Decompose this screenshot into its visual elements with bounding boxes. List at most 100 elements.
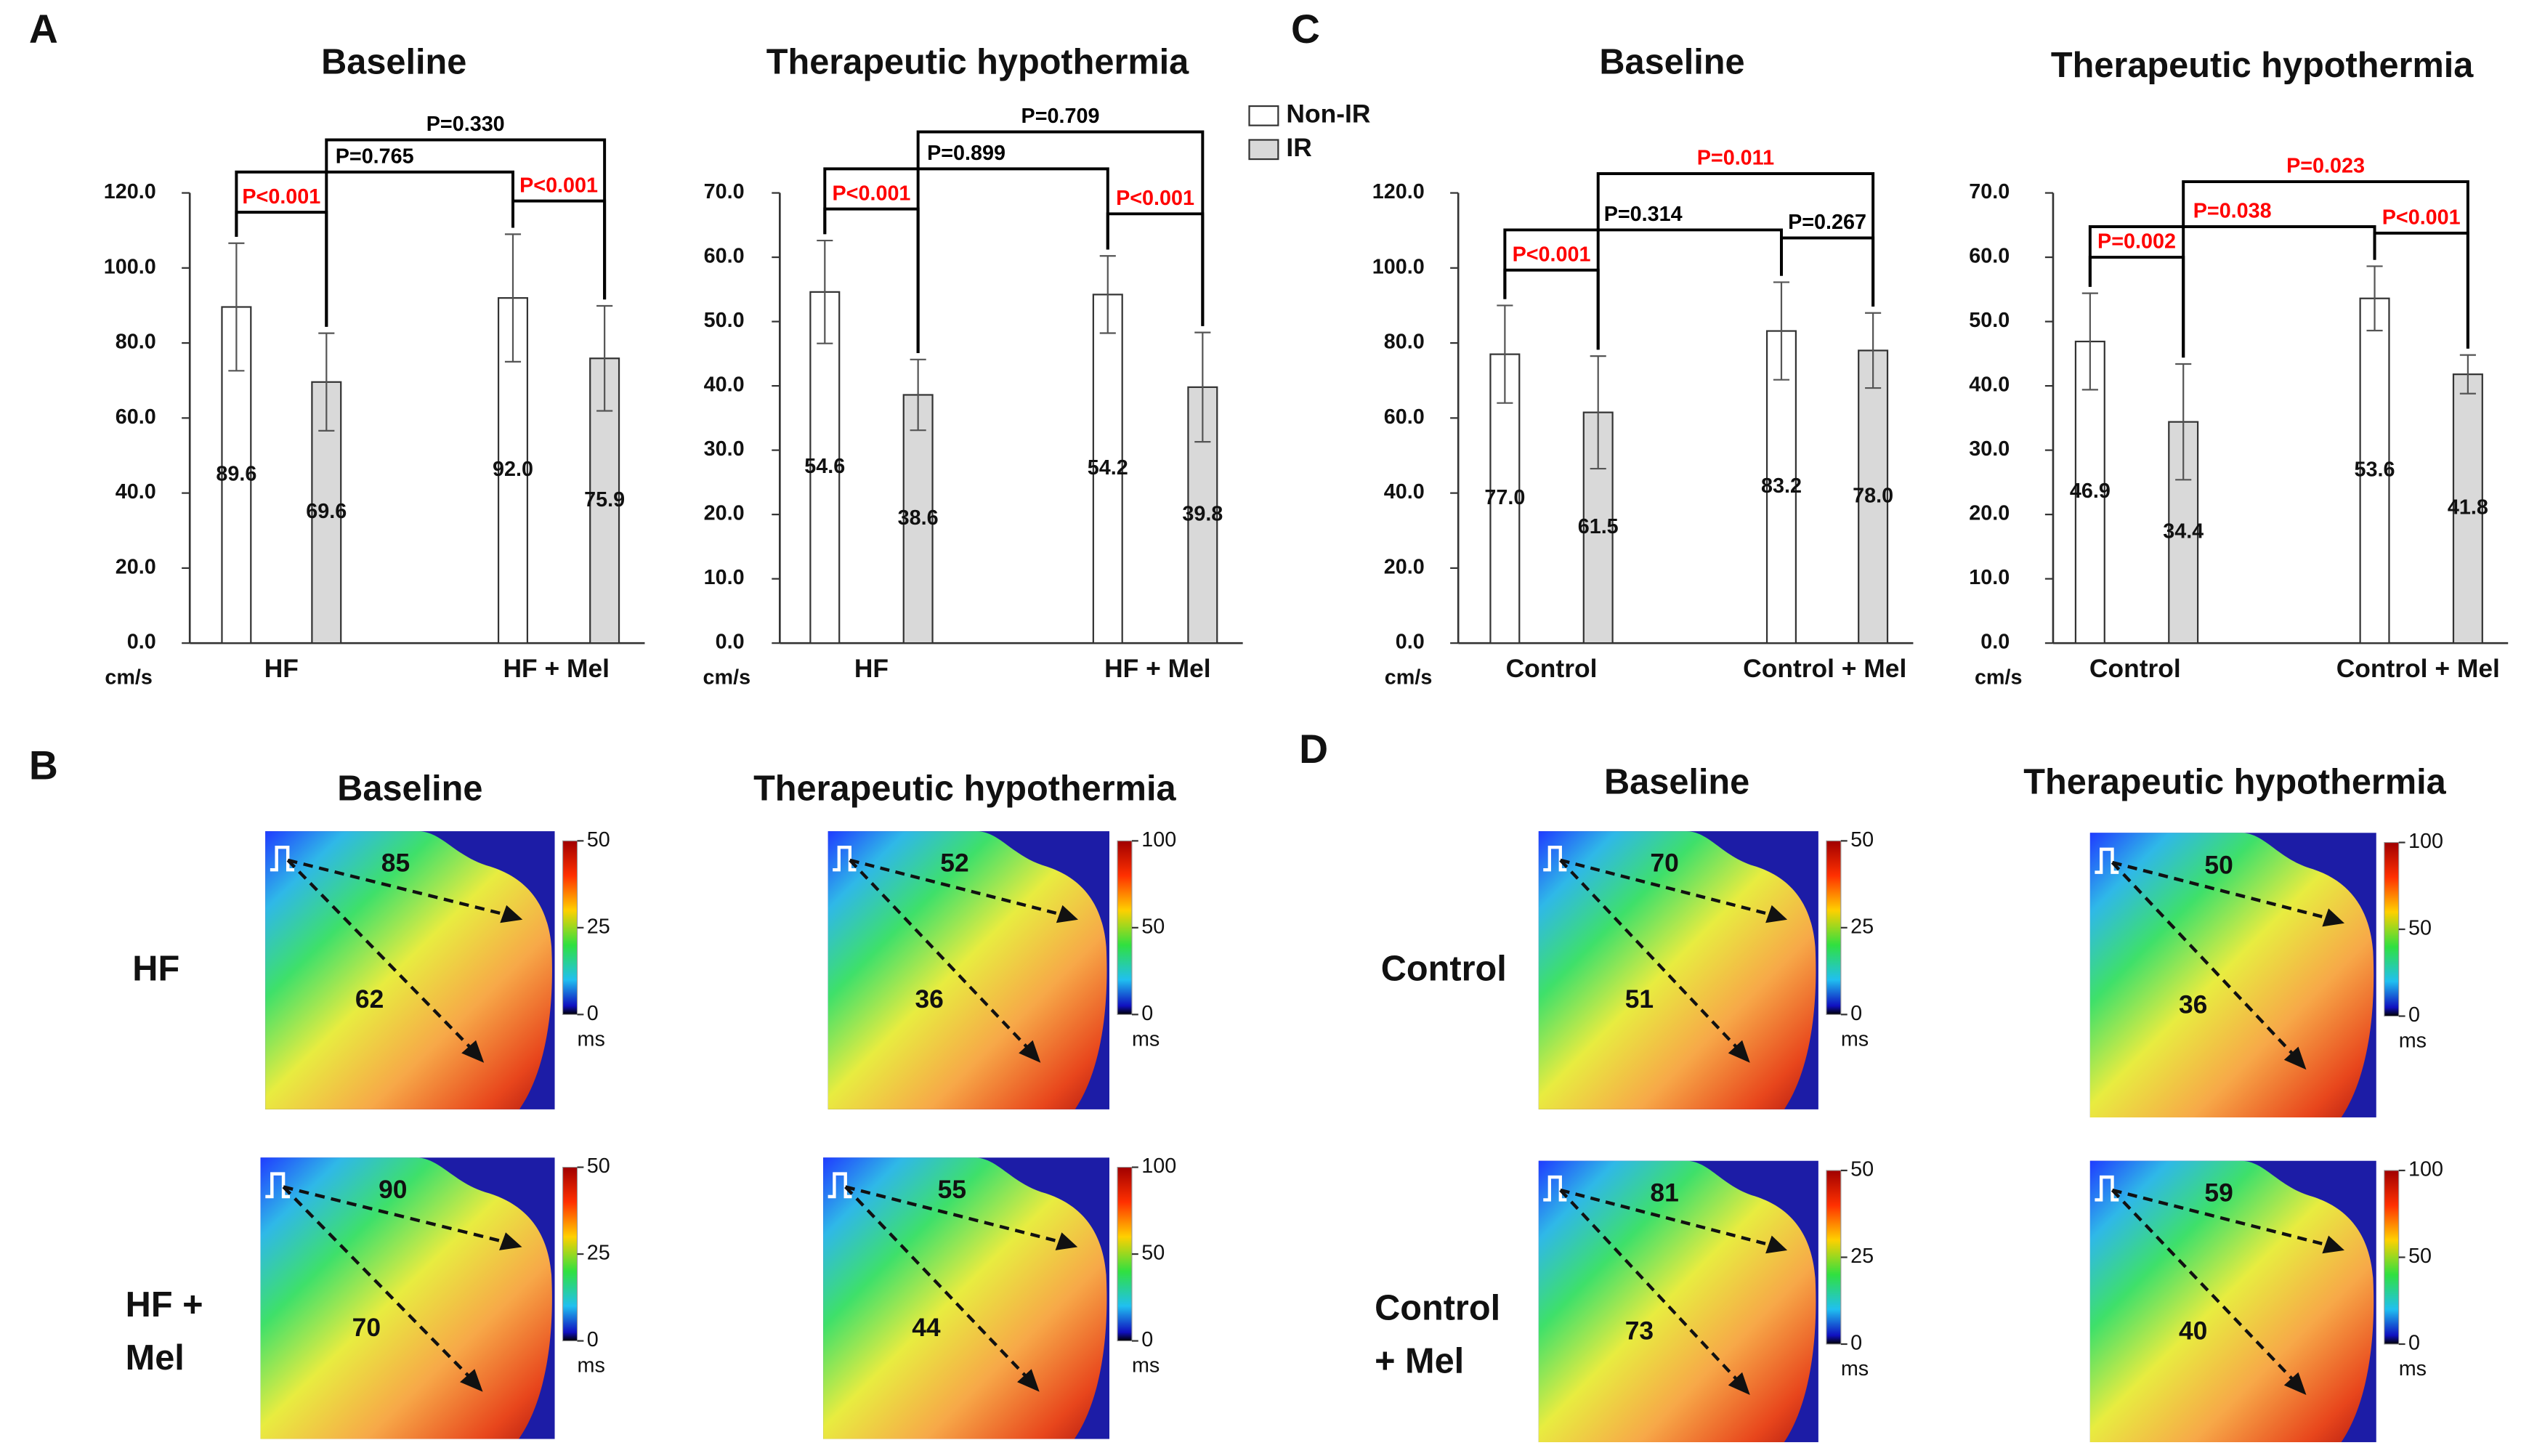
colorbar-label: 100 — [1141, 1154, 1176, 1178]
significance-bracket — [2182, 180, 2469, 358]
arrowhead — [2283, 1046, 2307, 1070]
colorbar-label: 0 — [1141, 1002, 1153, 1025]
arrowhead — [2283, 1372, 2307, 1396]
significance-bracket — [1503, 268, 1600, 350]
y-tick-label: 60.0 — [1384, 405, 1425, 429]
significance-bracket — [823, 167, 1109, 250]
y-tick-label: 40.0 — [1969, 373, 2010, 397]
colorbar-label: 50 — [2408, 917, 2432, 940]
bar — [809, 291, 841, 644]
y-tick-label: 30.0 — [704, 437, 745, 461]
activation-map — [265, 831, 555, 1109]
colorbar-label: 0 — [2408, 1003, 2420, 1027]
x-tick-label: HF — [854, 654, 889, 683]
arrowhead — [1728, 1372, 1750, 1396]
colorbar — [562, 840, 578, 1015]
row-label: + Mel — [1375, 1341, 1464, 1380]
value-label: 92.0 — [493, 458, 533, 481]
row-label: Control — [1375, 1288, 1500, 1327]
error-bar — [1590, 355, 1606, 470]
y-unit: cm/s — [1385, 666, 1433, 689]
map-title: Therapeutic hypothermia — [753, 769, 1176, 809]
y-tick-label: 100.0 — [1372, 255, 1425, 278]
colorbar-unit: ms — [578, 1354, 605, 1378]
error-bar — [2081, 292, 2098, 391]
y-tick-label: 50.0 — [704, 309, 745, 332]
significance-bracket — [1779, 236, 1875, 307]
arrow — [2111, 1188, 2329, 1247]
y-tick-label: 0.0 — [127, 631, 156, 654]
pacing-symbol — [270, 845, 295, 872]
map-heart — [260, 1157, 552, 1439]
bar — [902, 394, 934, 644]
bar — [1765, 330, 1797, 644]
error-bar — [318, 332, 335, 432]
colorbar-label: 50 — [2408, 1245, 2432, 1268]
y-tick-label: 50.0 — [1969, 309, 2010, 332]
error-bar — [228, 242, 245, 372]
colorbar-unit: ms — [2399, 1030, 2427, 1053]
value-label: 54.2 — [1088, 456, 1128, 480]
y-tick-label: 120.0 — [104, 180, 156, 203]
activation-map — [823, 1157, 1109, 1439]
y-tick-label: 20.0 — [1969, 502, 2010, 525]
y-tick-label: 40.0 — [116, 480, 156, 503]
colorbar-unit: ms — [578, 1027, 605, 1051]
arrow — [849, 858, 1063, 917]
y-unit: cm/s — [105, 666, 153, 689]
activation-map — [2089, 833, 2376, 1117]
conduction-time: 59 — [2204, 1178, 2233, 1208]
arrowhead — [1056, 905, 1078, 923]
p-value: P=0.011 — [1697, 147, 1774, 170]
activation-map — [1538, 1160, 1818, 1442]
p-value: P<0.001 — [1116, 187, 1194, 210]
significance-bracket — [511, 199, 607, 300]
panel-letter: A — [29, 7, 58, 52]
arrow — [286, 859, 473, 1050]
arrow — [2111, 861, 2295, 1056]
y-tick-label: 0.0 — [1396, 631, 1425, 654]
p-value: P=0.765 — [336, 145, 414, 168]
y-tick-label: 10.0 — [1969, 566, 2010, 589]
bar — [2359, 297, 2390, 644]
map-heart — [827, 831, 1107, 1109]
colorbar-label: 100 — [2408, 830, 2443, 853]
conduction-time: 70 — [352, 1313, 381, 1342]
colorbar — [1826, 1170, 1842, 1345]
legend-swatch — [1248, 139, 1279, 161]
significance-bracket — [1503, 228, 1783, 299]
p-value: P=0.038 — [2193, 200, 2272, 223]
bar — [1489, 353, 1521, 644]
row-label: Control — [1381, 949, 1507, 988]
colorbar-label: 100 — [2408, 1158, 2443, 1181]
chart-title: Baseline — [1599, 42, 1744, 81]
colorbar-label: 25 — [587, 915, 610, 938]
colorbar-label: 50 — [1141, 1242, 1165, 1265]
y-tick-label: 20.0 — [704, 502, 745, 525]
error-bar — [2366, 265, 2383, 332]
significance-bracket — [235, 170, 514, 237]
colorbar-label: 25 — [1850, 1245, 1874, 1268]
p-value: P<0.001 — [1513, 243, 1591, 266]
conduction-time: 36 — [2179, 990, 2207, 1019]
colorbar-label: 0 — [1850, 1002, 1862, 1025]
map-heart — [1538, 1160, 1816, 1442]
pacing-symbol — [827, 1172, 852, 1199]
conduction-time: 50 — [2204, 851, 2233, 880]
x-tick-label: HF + Mel — [503, 654, 610, 683]
arrow — [283, 1185, 506, 1244]
colorbar-label: 25 — [1850, 915, 1874, 938]
y-tick-label: 0.0 — [716, 631, 745, 654]
colorbar-unit: ms — [1841, 1027, 1869, 1051]
conduction-time: 52 — [940, 848, 968, 877]
conduction-time: 44 — [912, 1313, 941, 1342]
value-label: 39.8 — [1182, 503, 1223, 526]
p-value: P=0.899 — [927, 142, 1005, 165]
conduction-time: 62 — [355, 984, 384, 1014]
colorbar-label: 50 — [587, 1154, 610, 1178]
p-value: P=0.002 — [2097, 230, 2176, 254]
activation-map — [1538, 831, 1818, 1109]
error-bar — [1865, 312, 1882, 389]
conduction-time: 51 — [1625, 984, 1654, 1014]
arrowhead — [2322, 908, 2344, 927]
